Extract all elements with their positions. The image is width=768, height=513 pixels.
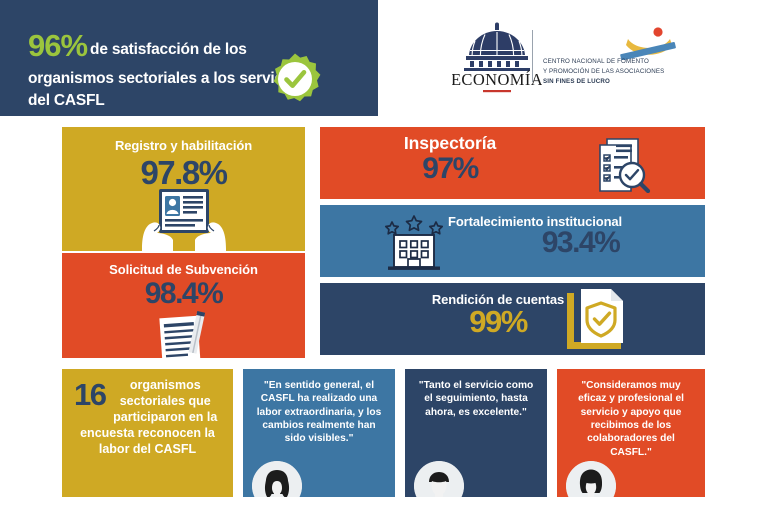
avatar-man-short-hair-icon (414, 461, 464, 497)
testimonial-quote: "Consideramos muy eficaz y profesional e… (578, 380, 684, 458)
cnfpal-line-2: Y PROMOCIÓN DE LAS ASOCIACIONES (543, 68, 665, 76)
testimonial-quote: "Tanto el servicio como el seguimiento, … (418, 380, 534, 418)
avatar-woman-long-hair-icon (252, 461, 302, 497)
id-document-in-hands-icon (138, 187, 230, 251)
metric-card-fortalecimiento: Fortalecimiento institucional 93.4% (320, 205, 705, 277)
participation-number: 16 (74, 377, 107, 412)
metric-title: Rendición de cuentas (431, 292, 565, 307)
header-statement-text: de satisfacción de los organismos sector… (28, 41, 305, 110)
testimonial-card: "En sentido general, el CASFL ha realiza… (243, 369, 395, 497)
metric-value: 97.8% (140, 154, 228, 191)
metric-title: Fortalecimiento institucional (448, 214, 623, 229)
metric-title: Solicitud de Subvención (109, 262, 258, 277)
metric-card-inspectoria: Inspectoría 97% (320, 127, 705, 199)
metric-value: 97% (422, 152, 479, 185)
document-with-pen-icon (150, 311, 220, 358)
participation-text: organismos sectoriales que participaron … (80, 378, 218, 456)
testimonial-card: "Tanto el servicio como el seguimiento, … (405, 369, 547, 497)
document-shield-check-icon (565, 287, 627, 351)
header-statement: 96% de satisfacción de los organismos sec… (28, 24, 308, 112)
logo-divider (532, 30, 533, 82)
ministry-logo: ECONOMÍA (451, 22, 543, 96)
header-band (0, 0, 378, 116)
participation-text-wrap: 16 organismos sectoriales que participaro… (62, 369, 233, 457)
participation-card: 16 organismos sectoriales que participaro… (62, 369, 233, 497)
cnfpal-wordmark: CENTRO NACIONAL DE FOMENTO Y PROMOCIÓN D… (543, 57, 693, 87)
metric-value: 93.4% (541, 226, 621, 259)
metric-card-registro: Registro y habilitación 97.8% (62, 127, 305, 251)
metric-value: 98.4% (144, 277, 224, 310)
header-percent: 96% (28, 28, 88, 63)
metric-title: Registro y habilitación (114, 138, 253, 153)
testimonial-quote: "En sentido general, el CASFL ha realiza… (256, 380, 382, 445)
checklist-magnifier-icon (590, 135, 652, 194)
metric-card-rendicion: Rendición de cuentas 99% (320, 283, 705, 355)
testimonial-card: "Consideramos muy eficaz y profesional e… (557, 369, 705, 497)
cnfpal-line-3: SIN FINES DE LUCRO (543, 78, 610, 86)
metric-card-subvencion: Solicitud de Subvención 98.4% (62, 253, 305, 358)
svg-text:ECONOMÍA: ECONOMÍA (452, 70, 542, 89)
building-three-stars-icon (382, 209, 446, 271)
cnfpal-line-1: CENTRO NACIONAL DE FOMENTO (543, 58, 650, 65)
metric-value: 99% (469, 304, 528, 339)
cnfpal-abstract-mark-icon (616, 26, 684, 61)
avatar-woman-bob-hair-icon (566, 461, 616, 497)
check-badge-icon (268, 52, 322, 106)
metric-title: Inspectoría (403, 133, 497, 153)
